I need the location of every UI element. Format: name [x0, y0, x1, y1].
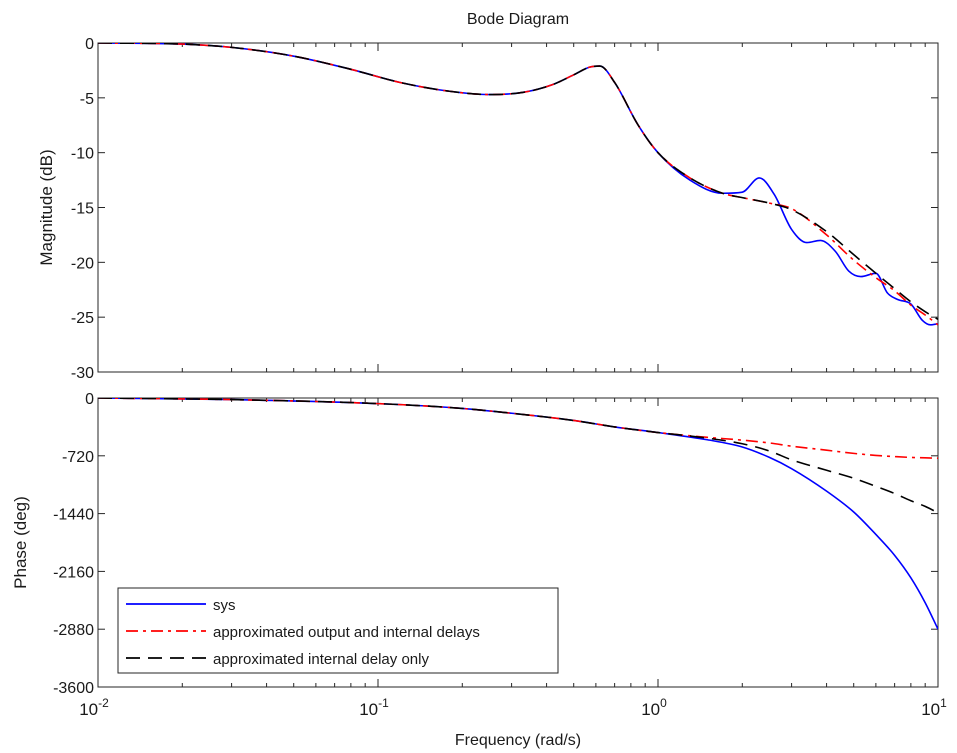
chart-title: Bode Diagram: [467, 11, 569, 28]
x-tick-label: 101: [921, 696, 947, 719]
series-line-approximated-internal-delay-only: [98, 43, 938, 321]
y-tick-label: -20: [71, 255, 94, 272]
y-tick-label: -2880: [53, 622, 94, 639]
y-tick-label: -15: [71, 201, 94, 218]
x-tick-label: 10-1: [359, 696, 389, 719]
y-axis-label: Magnitude (dB): [37, 149, 56, 265]
y-tick-label: 0: [85, 391, 94, 408]
legend: sys approximated output and internal dela…: [117, 587, 559, 674]
y-tick-label: -720: [62, 449, 94, 466]
y-tick-label: -3600: [53, 680, 94, 697]
y-tick-label: 0: [85, 36, 94, 53]
x-tick-label: 10-2: [79, 696, 109, 719]
legend-label: approximated output and internal delays: [213, 624, 480, 641]
series-group: [98, 43, 938, 326]
y-axis-label: Phase (deg): [11, 496, 30, 589]
x-tick-label: 100: [641, 696, 667, 719]
axes-box: [97, 42, 939, 373]
y-tick-label: -2160: [53, 564, 94, 581]
series-group: [98, 398, 938, 630]
y-tick-label: -10: [71, 146, 94, 163]
legend-label: approximated internal delay only: [213, 651, 429, 668]
panel-magnitude: 0 -5 -10 -15 -20 -25 -30 Magnitude (dB): [37, 36, 939, 382]
series-line-approximated-internal-delay-only: [98, 398, 938, 514]
series-line-approximated-output-and-internal-delays: [98, 398, 938, 460]
y-tick-label: -30: [71, 365, 94, 382]
legend-label: sys: [213, 597, 236, 614]
y-tick-label: -25: [71, 310, 94, 327]
legend-box: [117, 587, 559, 674]
x-axis-label: Frequency (rad/s): [455, 732, 581, 749]
y-tick-label: -1440: [53, 507, 94, 524]
y-tick-label: -5: [80, 91, 94, 108]
